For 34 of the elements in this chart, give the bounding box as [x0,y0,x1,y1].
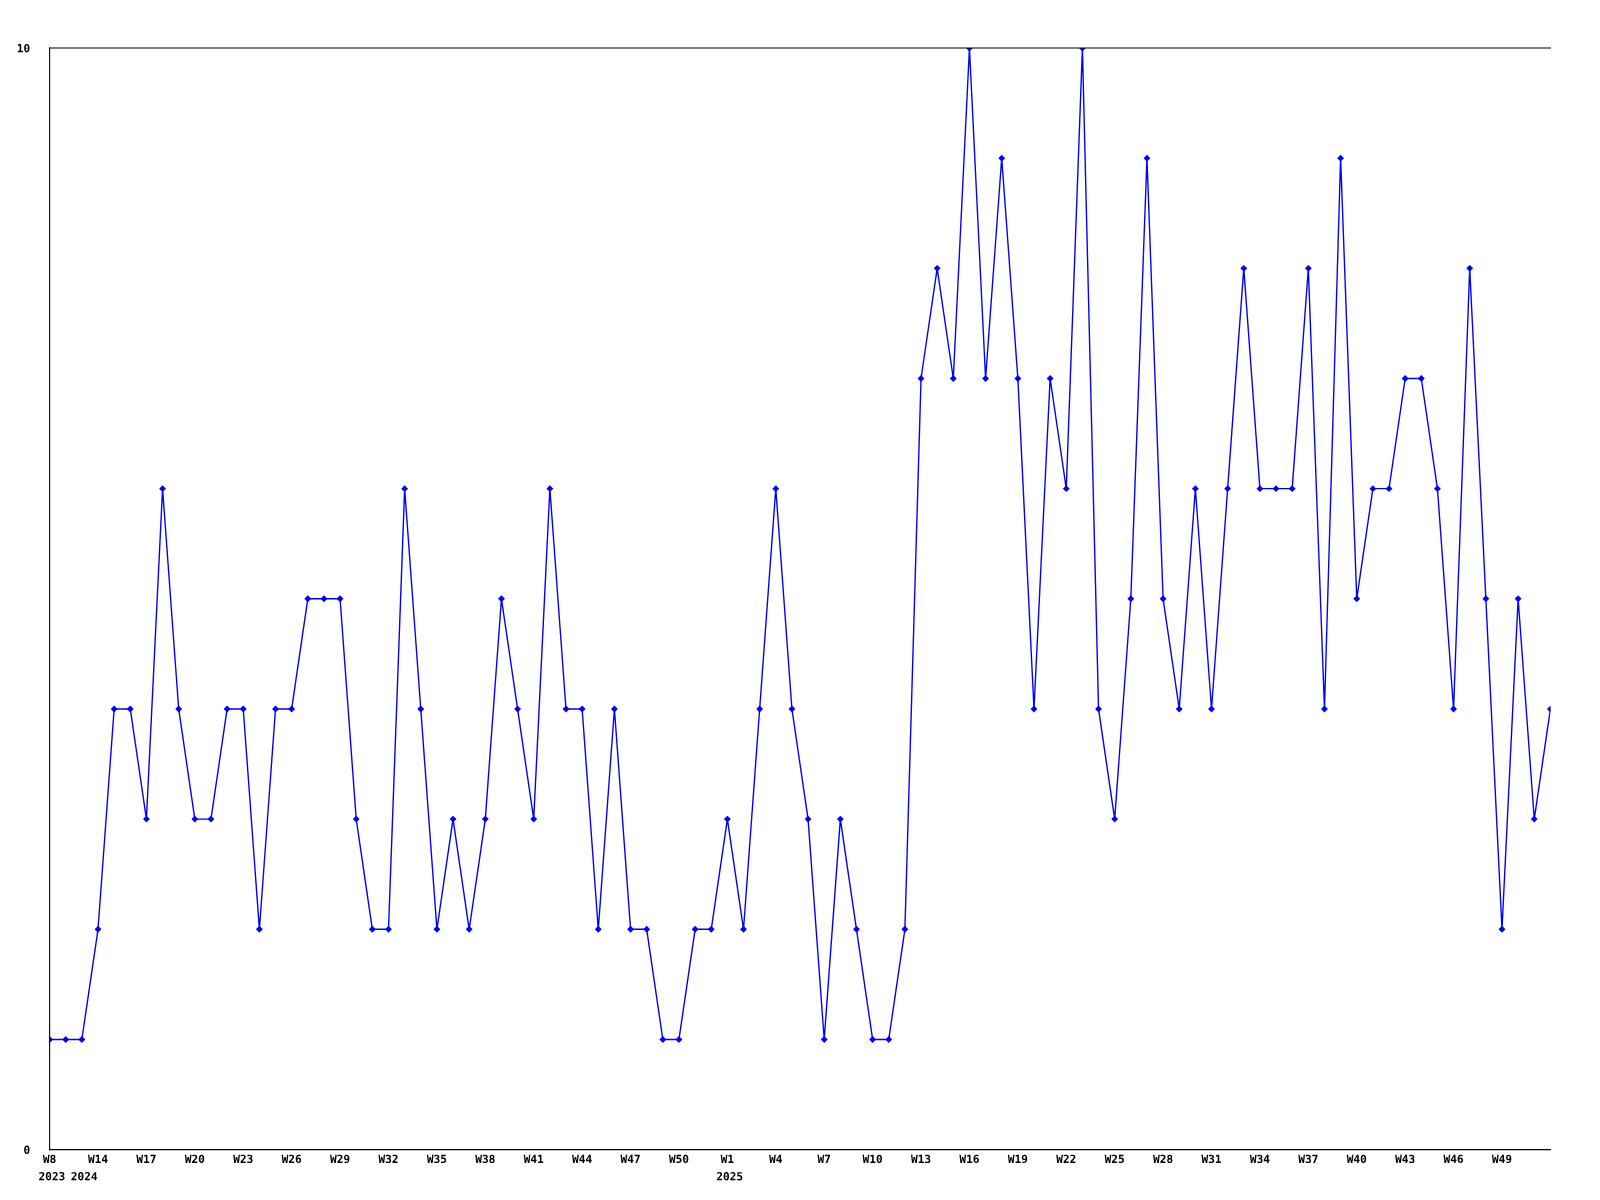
x-tick-label: W22 [1056,1154,1076,1163]
y-tick-label: 10 [17,43,30,53]
x-tick-label: W7 [817,1154,831,1163]
category-label: W8 2023 [39,1154,65,1181]
x-tick-label: W47 [620,1154,640,1163]
x-tick-label: W46 [1443,1154,1464,1164]
x-tick-label: W31 [1201,1154,1222,1164]
x-tick-label: W13 [911,1154,931,1164]
x-tick-label: W26 [281,1154,302,1164]
x-tick-label: W28 [1153,1154,1173,1164]
category-label: W1 2025 [716,1154,743,1181]
x-tick-label: W19 [1007,1154,1028,1164]
x-tick-label: W44 [572,1154,592,1163]
x-tick-label: W20 [184,1154,205,1164]
x-tick-label: W25 [1104,1154,1124,1164]
x-tick-label: W35 [426,1154,447,1164]
x-tick-label: W40 [1346,1154,1367,1164]
x-tick-label: W10 [862,1154,882,1164]
x-tick-label: W50 [668,1154,689,1164]
y-tick-label: 0 [24,1145,30,1154]
x-tick-label: W37 [1298,1154,1318,1164]
x-tick-label: W14 [87,1154,108,1163]
x-tick-label: W32 [378,1154,398,1164]
x-tick-label: W43 [1395,1154,1415,1164]
x-tick-label: W17 [136,1154,156,1163]
x-tick-label: W38 [475,1154,495,1164]
x-tick-label: W16 [959,1154,979,1164]
text: 2024 [71,1172,98,1181]
x-tick-label: W34 [1249,1154,1270,1164]
x-tick-label: W49 [1491,1154,1512,1164]
x-tick-label: W41 [523,1154,544,1163]
x-tick-label: W4 [769,1154,782,1163]
x-tick-label: W23 [233,1154,253,1164]
x-tick-label: W29 [330,1154,350,1164]
